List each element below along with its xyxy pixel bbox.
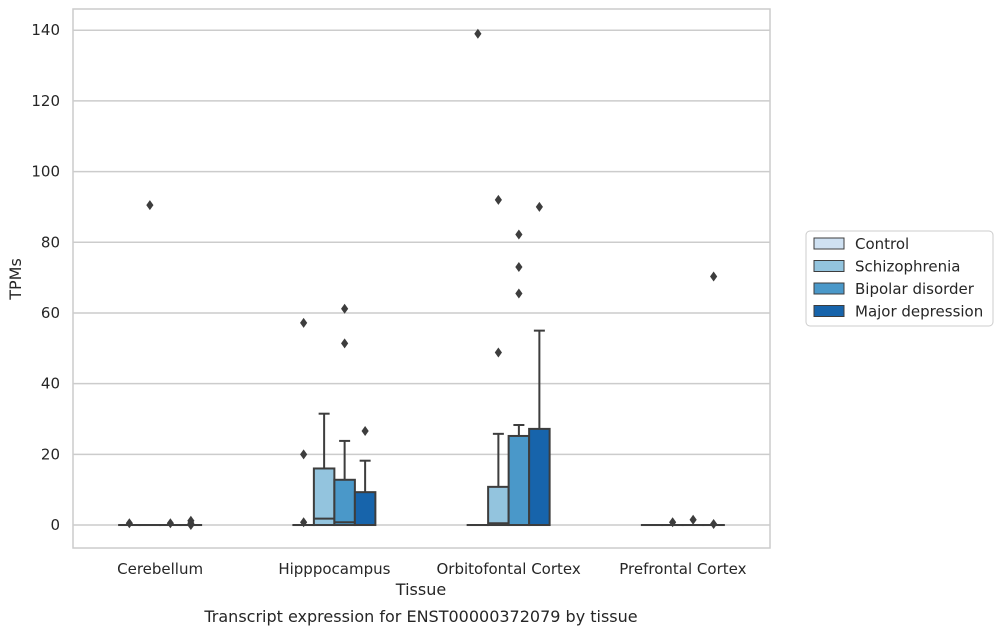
- legend-swatch: [813, 260, 845, 272]
- box-major-depression: [353, 426, 377, 527]
- outlier-point: [494, 347, 502, 358]
- x-tick-label: Orbitofontal Cortex: [437, 560, 581, 578]
- legend-label: Schizophrenia: [855, 258, 960, 276]
- outlier-point: [341, 338, 349, 349]
- box-major-depression: [179, 515, 203, 531]
- box: [353, 491, 377, 527]
- legend: Control Schizophrenia Bipolar disorder Majo…: [805, 230, 994, 327]
- outlier-point: [361, 426, 369, 437]
- outlier-point: [669, 517, 677, 528]
- legend-item: Bipolar disorder: [813, 280, 975, 298]
- y-tick-label: 20: [41, 445, 60, 463]
- outlier-point: [187, 515, 195, 526]
- outlier-point: [125, 518, 133, 529]
- box-bipolar-disorder: [681, 514, 705, 527]
- box-major-depression: [528, 201, 551, 527]
- legend-label: Bipolar disorder: [855, 280, 975, 298]
- x-axis-ticks: Cerebellum Hipppocampus Orbitofontal Corte…: [117, 560, 746, 578]
- outlier-point: [535, 201, 543, 212]
- box-control: [466, 28, 490, 527]
- grid-lines: [73, 29, 770, 526]
- plot-frame: [72, 8, 771, 549]
- box-schizophrenia: [312, 412, 336, 527]
- x-axis-title: Tissue: [395, 580, 446, 599]
- box-schizophrenia: [661, 517, 684, 528]
- box-bipolar-disorder: [507, 229, 531, 527]
- outlier-point: [710, 271, 718, 282]
- legend-swatch: [813, 237, 845, 250]
- box-schizophrenia: [487, 194, 510, 527]
- outlier-point: [146, 200, 154, 211]
- box-schizophrenia: [138, 200, 162, 527]
- legend-swatch: [813, 305, 845, 317]
- outlier-point: [710, 518, 718, 529]
- box-plot-area: [118, 28, 725, 531]
- y-tick-label: 140: [31, 21, 60, 39]
- outlier-point: [166, 518, 174, 529]
- y-tick-label: 80: [41, 233, 60, 251]
- outlier-point: [300, 517, 308, 528]
- legend-item: Major depression: [813, 303, 983, 321]
- legend-frame: [805, 230, 994, 327]
- y-tick-label: 40: [41, 375, 60, 393]
- y-tick-label: 60: [41, 304, 60, 322]
- box-bipolar-disorder: [333, 303, 356, 527]
- box-major-depression: [702, 271, 725, 529]
- box-bipolar-disorder: [159, 518, 182, 529]
- legend-label: Control: [855, 235, 909, 253]
- y-tick-label: 0: [50, 516, 60, 534]
- legend-item: Schizophrenia: [813, 258, 960, 276]
- x-tick-label: Cerebellum: [117, 560, 203, 578]
- outlier-point: [300, 317, 308, 328]
- outlier-point: [515, 262, 523, 273]
- x-tick-label: Hipppocampus: [278, 560, 390, 578]
- outlier-point: [515, 229, 523, 240]
- box: [333, 478, 356, 527]
- box: [487, 485, 510, 527]
- y-axis-ticks: 0 20 40 60 80 100 120 140: [31, 21, 60, 534]
- outlier-point: [341, 303, 349, 314]
- y-tick-label: 120: [31, 92, 60, 110]
- legend-item: Control: [813, 235, 909, 253]
- x-tick-label: Prefrontal Cortex: [619, 560, 746, 578]
- outlier-point: [494, 194, 502, 205]
- box: [507, 434, 531, 527]
- box: [312, 467, 336, 527]
- outlier-point: [515, 288, 523, 299]
- box: [528, 427, 551, 527]
- legend-label: Major depression: [855, 303, 983, 321]
- outlier-point: [689, 514, 697, 525]
- chart-caption: Transcript expression for ENST0000037207…: [203, 607, 637, 626]
- box-control: [292, 317, 315, 528]
- y-tick-label: 100: [31, 163, 60, 181]
- y-axis-title: TPMs: [6, 258, 25, 301]
- box-control: [118, 518, 141, 529]
- outlier-point: [300, 449, 308, 460]
- legend-swatch: [813, 282, 845, 295]
- outlier-point: [474, 28, 482, 39]
